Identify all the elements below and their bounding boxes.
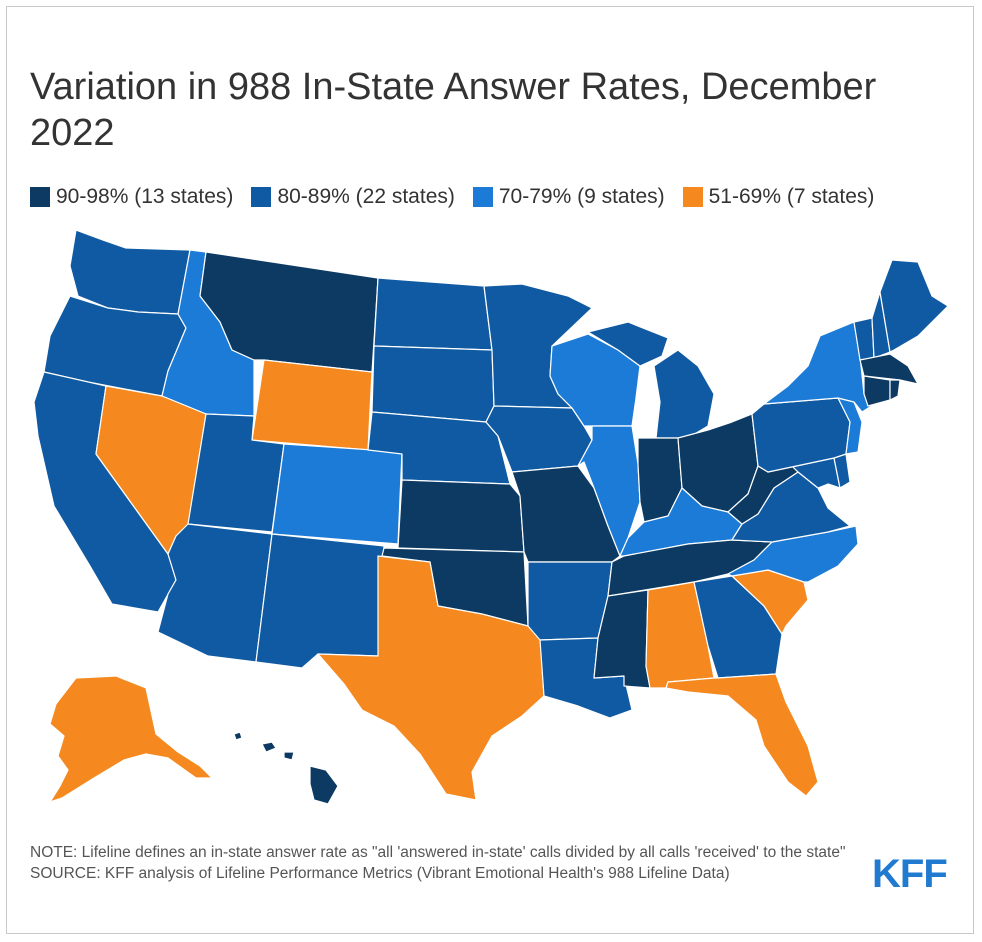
legend: 90-98% (13 states) 80-89% (22 states) 70…: [30, 184, 874, 210]
legend-item-70-79: 70-79% (9 states): [472, 184, 665, 210]
state-michigan[interactable]: [587, 321, 715, 439]
state-connecticut[interactable]: [863, 375, 891, 407]
state-rhode-island[interactable]: [889, 379, 901, 401]
state-illinois[interactable]: [577, 425, 641, 557]
legend-swatch: [472, 187, 493, 207]
kff-logo: KFF: [872, 852, 948, 896]
legend-label: 80-89% (22 states): [277, 185, 455, 208]
state-florida[interactable]: [665, 673, 819, 797]
state-hawaii[interactable]: [233, 731, 339, 805]
us-map: [28, 226, 958, 816]
state-kansas[interactable]: [397, 479, 525, 553]
state-south-dakota[interactable]: [371, 345, 495, 423]
legend-item-90-98: 90-98% (13 states): [30, 184, 233, 210]
state-wyoming[interactable]: [251, 359, 373, 451]
state-texas[interactable]: [317, 555, 545, 801]
legend-swatch: [682, 187, 703, 207]
note-text: NOTE: Lifeline defines an in-state answe…: [30, 844, 846, 861]
state-north-dakota[interactable]: [373, 277, 493, 351]
state-maine[interactable]: [879, 259, 949, 353]
state-colorado[interactable]: [271, 443, 403, 545]
state-alaska[interactable]: [49, 675, 213, 803]
footnote: NOTE: Lifeline defines an in-state answe…: [30, 842, 870, 884]
state-arkansas[interactable]: [527, 561, 613, 641]
legend-swatch: [251, 187, 272, 207]
legend-item-80-89: 80-89% (22 states): [251, 184, 455, 210]
legend-label: 51-69% (7 states): [708, 185, 875, 208]
legend-label: 70-79% (9 states): [498, 185, 665, 208]
state-arizona[interactable]: [157, 523, 273, 663]
chart-title: Variation in 988 In-State Answer Rates, …: [30, 66, 877, 154]
source-text: SOURCE: KFF analysis of Lifeline Perform…: [30, 865, 730, 882]
legend-item-51-69: 51-69% (7 states): [682, 184, 875, 210]
state-new-york[interactable]: [763, 321, 879, 413]
state-missouri[interactable]: [511, 465, 621, 563]
legend-label: 90-98% (13 states): [56, 185, 234, 208]
legend-swatch: [30, 187, 50, 207]
state-new-mexico[interactable]: [255, 533, 385, 669]
